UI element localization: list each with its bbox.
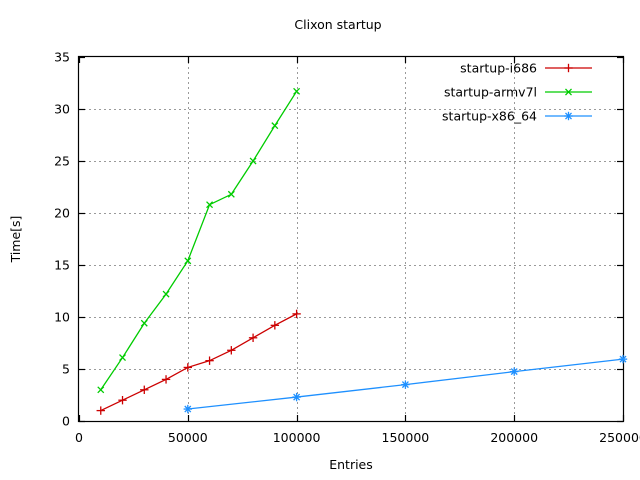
y-axis-tick-label: 15: [54, 258, 70, 273]
data-point-marker: [565, 88, 572, 96]
data-point-marker: [206, 201, 214, 209]
series-line: [100, 90, 298, 391]
data-point-marker: [161, 375, 171, 384]
y-axis-tick-labels: 0 5 10 15 20 25 30 35: [54, 50, 70, 429]
legend-entry-3: startup-x86_64: [442, 109, 592, 124]
x-axis-tick-label: 150000: [382, 430, 430, 445]
data-point-marker: [227, 190, 235, 198]
data-point-marker: [270, 321, 280, 330]
grid-lines: [79, 57, 623, 421]
data-point-marker: [97, 386, 105, 394]
y-axis-tick-label: 25: [54, 154, 70, 169]
data-point-marker: [249, 157, 257, 165]
data-point-marker: [564, 111, 573, 121]
y-axis-tick-label: 30: [54, 102, 70, 117]
data-point-marker: [205, 356, 214, 365]
x-axis-tick-label: 200000: [490, 430, 538, 445]
y-axis-tick-label: 5: [62, 362, 70, 377]
data-point-marker: [248, 333, 258, 342]
data-series-layer: [96, 87, 628, 415]
data-point-marker: [140, 319, 148, 327]
data-point-marker: [271, 122, 279, 130]
legend-entry-1: startup-i686: [460, 61, 592, 76]
x-axis-tick-label: 250000: [599, 430, 640, 445]
legend-entry-2: startup-armv7l: [444, 85, 592, 100]
data-point-marker: [183, 404, 192, 414]
y-axis-label: Time[s]: [8, 216, 23, 264]
data-point-marker: [162, 290, 170, 298]
x-axis-tick-label: 0: [75, 430, 83, 445]
legend-label: startup-x86_64: [442, 109, 537, 124]
data-point-marker: [140, 385, 149, 394]
y-axis-tick-label: 10: [54, 310, 70, 325]
data-point-marker: [227, 346, 236, 355]
series-line: [100, 313, 297, 412]
data-series-2: [97, 87, 301, 394]
x-axis-tick-label: 100000: [273, 430, 321, 445]
data-series-3: [183, 354, 628, 414]
data-point-marker: [118, 396, 127, 405]
y-axis-tick-label: 35: [54, 50, 70, 65]
data-point-marker: [293, 87, 301, 95]
legend-label: startup-i686: [460, 61, 537, 76]
y-axis-tick-label: 20: [54, 206, 70, 221]
data-point-marker: [292, 392, 301, 402]
x-axis-tick-label: 50000: [168, 430, 208, 445]
y-axis-tick-label: 0: [62, 414, 70, 429]
legend-label: startup-armv7l: [444, 85, 537, 100]
data-series-1: [96, 309, 301, 415]
data-point-marker: [184, 257, 192, 265]
x-axis-tick-labels: 0 50000 100000 150000 200000 250000: [75, 430, 640, 445]
tick-marks: [78, 56, 625, 423]
data-point-marker: [119, 354, 127, 362]
data-point-marker: [618, 354, 628, 364]
data-point-marker: [292, 309, 301, 319]
data-point-marker: [401, 380, 410, 389]
data-point-marker: [564, 63, 573, 73]
data-point-marker: [96, 406, 105, 415]
data-point-marker: [510, 367, 519, 376]
data-point-marker: [183, 363, 192, 372]
chart-legend: startup-i686 startup-armv7l startup-x86_64: [442, 61, 592, 124]
x-axis-label: Entries: [329, 457, 373, 472]
chart-title: Clixon startup: [294, 17, 381, 32]
plot-border: [77, 55, 625, 423]
